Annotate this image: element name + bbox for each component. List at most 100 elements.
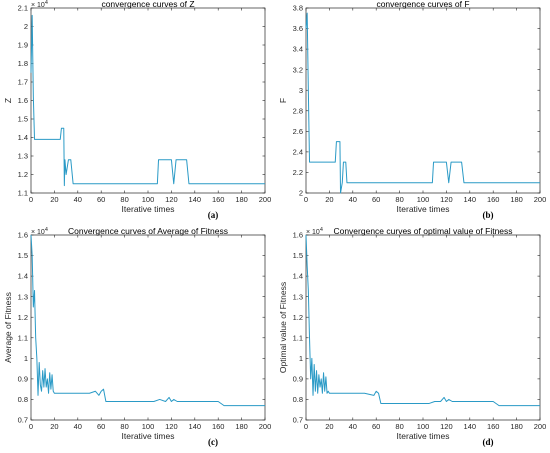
y-axis-label: F — [278, 98, 288, 103]
x-tick-label: 80 — [395, 422, 403, 431]
x-tick-label: 20 — [50, 195, 58, 204]
x-tick-label: 60 — [97, 195, 105, 204]
y-tick-label: 1.2 — [18, 313, 28, 322]
x-tick-label: 160 — [212, 422, 225, 431]
y-exponent-label: × 104 — [306, 227, 323, 236]
x-tick-label: 200 — [259, 195, 272, 204]
y-tick-label: 1 — [24, 354, 28, 363]
y-tick-label: 1.1 — [293, 333, 303, 342]
y-tick-label: 1 — [299, 354, 303, 363]
x-tick-label: 140 — [464, 422, 477, 431]
x-tick-label: 20 — [50, 422, 58, 431]
x-tick-label: 160 — [487, 422, 500, 431]
y-tick-label: 3.8 — [293, 4, 303, 13]
x-tick-label: 80 — [120, 195, 128, 204]
x-axis-label: Iterative times — [397, 431, 450, 441]
x-axis-label: Iterative times — [122, 431, 175, 441]
y-tick-label: 3.4 — [293, 45, 303, 54]
panel-label: (b) — [483, 210, 494, 220]
x-tick-label: 40 — [74, 195, 82, 204]
y-tick-label: 0.7 — [18, 416, 28, 425]
chart-svg: 0 20 40 60 80 100 120 140 160 180 200 2 2.2 2.4 2.6 2.8… — [278, 0, 547, 220]
y-tick-label: 1.3 — [18, 292, 28, 301]
y-axis-label: Optimal value of Fitness — [278, 282, 288, 373]
series-line-1 — [305, 234, 540, 407]
x-tick-label: 180 — [235, 422, 248, 431]
x-tick-label: 160 — [487, 195, 500, 204]
x-tick-label: 40 — [74, 422, 82, 431]
x-tick-label: 0 — [304, 422, 308, 431]
y-tick-label: 1.6 — [293, 231, 303, 240]
x-tick-label: 140 — [464, 195, 477, 204]
y-tick-label: 1.1 — [18, 189, 28, 198]
y-tick-label: 1.4 — [18, 272, 28, 281]
plot-area — [30, 234, 266, 421]
plot-area — [305, 234, 541, 421]
x-tick-label: 120 — [165, 422, 178, 431]
y-tick-label: 0.7 — [293, 416, 303, 425]
y-tick-label: 2.6 — [293, 127, 303, 136]
x-tick-label: 40 — [349, 422, 357, 431]
y-exponent-label: × 104 — [31, 0, 48, 9]
panel-label: (a) — [208, 210, 219, 220]
y-exponent-power: 4 — [320, 227, 323, 233]
x-tick-label: 180 — [510, 195, 523, 204]
y-tick-label: 1.4 — [18, 133, 28, 142]
x-tick-label: 40 — [349, 195, 357, 204]
x-tick-label: 120 — [440, 195, 453, 204]
y-tick-label: 1.8 — [18, 59, 28, 68]
x-tick-label: 60 — [372, 422, 380, 431]
x-axis-label: Iterative times — [122, 204, 175, 214]
x-tick-label: 200 — [534, 422, 547, 431]
x-tick-label: 100 — [417, 195, 430, 204]
y-tick-label: 1.5 — [293, 251, 303, 260]
y-tick-label: 1.2 — [18, 170, 28, 179]
chart-panel-2: 0 20 40 60 80 100 120 140 160 180 200 2 2.2 2.4 2.6 2.8… — [275, 0, 550, 226]
x-tick-label: 140 — [189, 422, 202, 431]
plot-area — [305, 7, 541, 194]
y-tick-label: 1.4 — [293, 272, 303, 281]
panel-label: (d) — [483, 437, 494, 447]
y-tick-label: 0.8 — [293, 395, 303, 404]
y-tick-label: 1.5 — [18, 251, 28, 260]
y-tick-label: 1.6 — [18, 231, 28, 240]
y-axis-label: Z — [3, 98, 13, 103]
y-tick-label: 0.9 — [293, 374, 303, 383]
y-axis-label: Average of Fitness — [3, 292, 13, 363]
y-tick-label: 0.8 — [18, 395, 28, 404]
x-tick-label: 100 — [142, 422, 155, 431]
y-tick-label: 3.2 — [293, 65, 303, 74]
x-tick-label: 140 — [189, 195, 202, 204]
chart-panel-1: 0 20 40 60 80 100 120 140 160 180 200 1.1 1.2 1.3 1.4 1… — [0, 0, 275, 226]
x-tick-label: 160 — [212, 195, 225, 204]
series-line-1 — [30, 14, 265, 187]
y-tick-label: 1.1 — [18, 333, 28, 342]
x-tick-label: 0 — [29, 422, 33, 431]
y-tick-label: 0.9 — [18, 374, 28, 383]
x-tick-label: 0 — [29, 195, 33, 204]
y-tick-label: 1.9 — [18, 41, 28, 50]
y-tick-label: 2.4 — [293, 147, 303, 156]
y-tick-label: 2 — [24, 22, 28, 31]
y-exponent-power: 4 — [45, 227, 48, 233]
chart-title: Convergence curves of Average of Fitness — [68, 226, 228, 236]
y-tick-label: 2.1 — [18, 4, 28, 13]
series-line-1 — [30, 234, 265, 407]
x-tick-label: 180 — [235, 195, 248, 204]
y-exponent-power: 4 — [45, 0, 48, 6]
chart-panel-3: 0 20 40 60 80 100 120 140 160 180 200 0.7 0.8 0.9 1 1.1… — [0, 226, 275, 453]
chart-panel-4: 0 20 40 60 80 100 120 140 160 180 200 0.7 0.8 0.9 1 1.1… — [275, 226, 550, 453]
y-tick-label: 2.8 — [293, 106, 303, 115]
x-tick-label: 0 — [304, 195, 308, 204]
chart-svg: 0 20 40 60 80 100 120 140 160 180 200 1.1 1.2 1.3 1.4 1… — [3, 0, 272, 220]
x-tick-label: 200 — [534, 195, 547, 204]
y-exponent-label: × 104 — [31, 227, 48, 236]
x-tick-label: 120 — [440, 422, 453, 431]
series-line-1 — [305, 12, 540, 194]
chart-title: convergence curves of F — [376, 0, 469, 9]
x-tick-label: 80 — [395, 195, 403, 204]
y-tick-label: 1.3 — [293, 292, 303, 301]
panel-label: (c) — [208, 437, 218, 447]
x-tick-label: 100 — [142, 195, 155, 204]
